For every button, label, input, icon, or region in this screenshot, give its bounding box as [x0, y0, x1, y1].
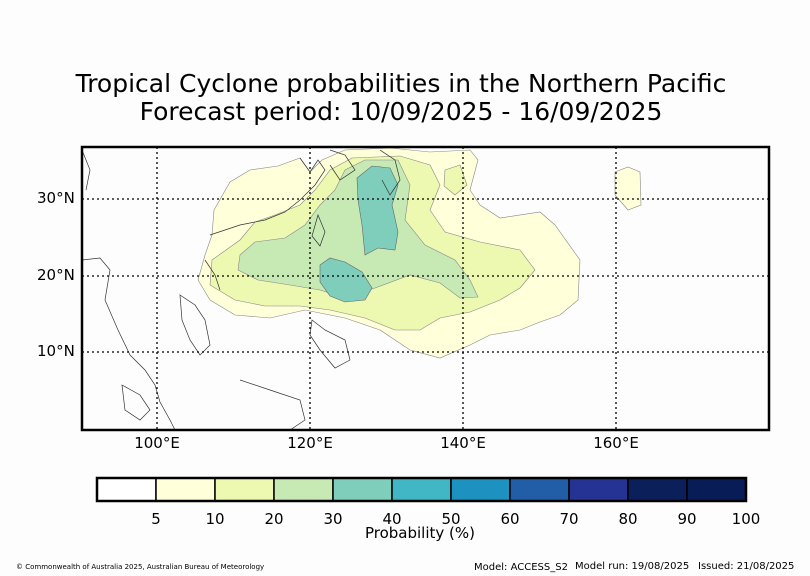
cb-tick-10: 10	[205, 510, 225, 528]
colorbar-box-1	[155, 477, 216, 502]
colorbar-box-0	[96, 477, 157, 502]
cb-tick-80: 80	[618, 510, 638, 528]
cb-tick-50: 50	[441, 510, 461, 528]
lat-label-10: 10°N	[37, 342, 75, 360]
lon-label-140: 140°E	[440, 434, 486, 452]
model-text: Model: ACCESS_S2	[474, 562, 568, 573]
cb-tick-5: 5	[151, 510, 161, 528]
cb-tick-20: 20	[264, 510, 284, 528]
colorbar-box-8	[568, 477, 629, 502]
cb-tick-90: 90	[677, 510, 697, 528]
colorbar	[95, 476, 748, 503]
colorbar-box-2	[214, 477, 275, 502]
cb-tick-40: 40	[382, 510, 402, 528]
colorbar-box-6	[450, 477, 511, 502]
model-run-text: Model run: 19/08/2025	[575, 561, 690, 572]
lat-label-20: 20°N	[37, 266, 75, 284]
colorbar-box-3	[273, 477, 334, 502]
cb-tick-60: 60	[500, 510, 520, 528]
copyright-text: © Commonwealth of Australia 2025, Austra…	[16, 563, 265, 571]
lat-label-30: 30°N	[37, 189, 75, 207]
issued-text: Issued: 21/08/2025	[698, 561, 795, 572]
lon-label-120: 120°E	[287, 434, 333, 452]
prob-10-20-east	[443, 164, 468, 196]
coastlines	[82, 149, 401, 430]
colorbar-box-4	[332, 477, 393, 502]
gridlines	[82, 147, 769, 430]
colorbar-border	[95, 476, 748, 503]
cb-tick-100: 100	[731, 510, 761, 528]
cb-tick-70: 70	[559, 510, 579, 528]
colorbar-box-10	[686, 477, 747, 502]
colorbar-box-9	[627, 477, 688, 502]
lon-label-100: 100°E	[134, 434, 180, 452]
title-line-1: Tropical Cyclone probabilities in the No…	[75, 69, 727, 98]
colorbar-label: Probability (%)	[364, 524, 476, 542]
title-line-2: Forecast period: 10/09/2025 - 16/09/2025	[139, 97, 663, 126]
prob-5-10-east	[614, 166, 642, 211]
map-frame	[80, 145, 771, 432]
prob-30-40-south	[319, 257, 373, 303]
cb-tick-30: 30	[323, 510, 343, 528]
colorbar-box-7	[509, 477, 570, 502]
colorbar-box-5	[391, 477, 452, 502]
prob-30-40-north	[356, 165, 399, 256]
lon-label-160: 160°E	[593, 434, 639, 452]
prob-20-30-region	[237, 159, 479, 299]
